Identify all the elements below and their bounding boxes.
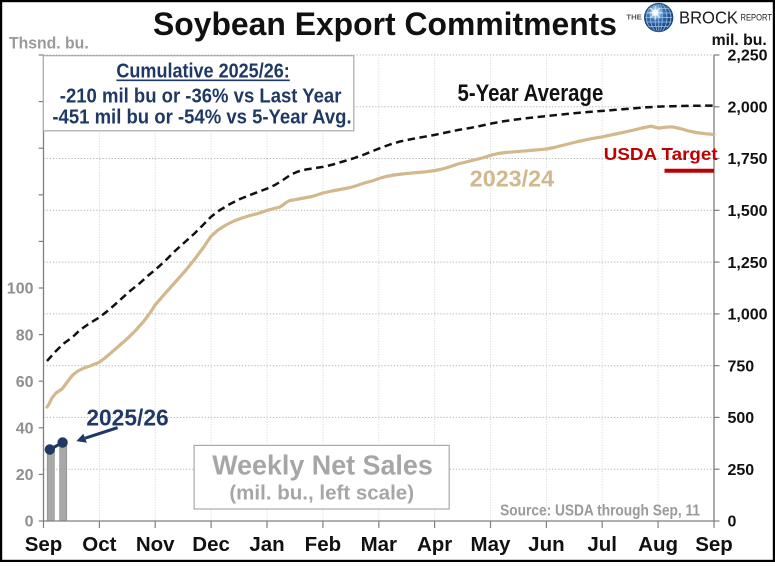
svg-text:0: 0 [728, 514, 737, 531]
svg-text:2023/24: 2023/24 [470, 165, 555, 191]
svg-text:100: 100 [7, 281, 34, 298]
svg-text:Soybean Export Commitments: Soybean Export Commitments [153, 6, 617, 42]
svg-text:Source: USDA through Sep, 11: Source: USDA through Sep, 11 [500, 503, 700, 520]
svg-text:mil. bu.: mil. bu. [712, 32, 767, 49]
svg-text:BROCK: BROCK [679, 7, 738, 27]
svg-text:Cumulative 2025/26:: Cumulative 2025/26: [116, 61, 289, 83]
svg-text:USDA Target: USDA Target [604, 144, 718, 164]
svg-text:Weekly Net Sales: Weekly Net Sales [212, 450, 433, 481]
svg-text:750: 750 [728, 358, 755, 375]
svg-text:Apr: Apr [417, 533, 452, 556]
svg-text:THE: THE [626, 13, 641, 22]
svg-text:5-Year Average: 5-Year Average [458, 80, 604, 107]
svg-text:(mil. bu., left scale): (mil. bu., left scale) [229, 482, 414, 504]
svg-text:Mar: Mar [361, 533, 397, 556]
svg-text:2025/26: 2025/26 [86, 405, 168, 431]
svg-text:May: May [471, 533, 511, 556]
svg-text:Jul: Jul [587, 533, 617, 556]
svg-text:40: 40 [16, 421, 34, 438]
svg-text:250: 250 [728, 462, 755, 479]
svg-text:Sep: Sep [695, 533, 733, 556]
svg-text:Thsnd. bu.: Thsnd. bu. [9, 34, 89, 52]
svg-text:-210 mil bu or -36% vs Last Ye: -210 mil bu or -36% vs Last Year [60, 86, 342, 108]
svg-text:2,000: 2,000 [728, 100, 768, 117]
svg-text:-451 mil bu or -54% vs 5-Year: -451 mil bu or -54% vs 5-Year Avg. [52, 106, 351, 128]
svg-text:60: 60 [16, 374, 34, 391]
svg-text:1,000: 1,000 [728, 307, 768, 324]
svg-text:Aug: Aug [638, 533, 678, 556]
svg-text:80: 80 [16, 327, 34, 344]
svg-text:REPORT: REPORT [741, 13, 773, 24]
svg-text:1,750: 1,750 [728, 151, 768, 168]
svg-text:Oct: Oct [82, 533, 116, 556]
svg-text:Jan: Jan [249, 533, 284, 556]
svg-text:Nov: Nov [136, 533, 175, 556]
svg-text:Feb: Feb [305, 533, 341, 556]
svg-text:20: 20 [16, 467, 34, 484]
svg-text:1,250: 1,250 [728, 255, 768, 272]
svg-text:500: 500 [728, 410, 755, 427]
svg-text:Dec: Dec [192, 533, 230, 556]
svg-text:Sep: Sep [25, 533, 63, 556]
svg-text:2,250: 2,250 [728, 48, 768, 65]
svg-text:1,500: 1,500 [728, 203, 768, 220]
svg-text:Jun: Jun [528, 533, 564, 556]
svg-text:0: 0 [25, 514, 34, 531]
